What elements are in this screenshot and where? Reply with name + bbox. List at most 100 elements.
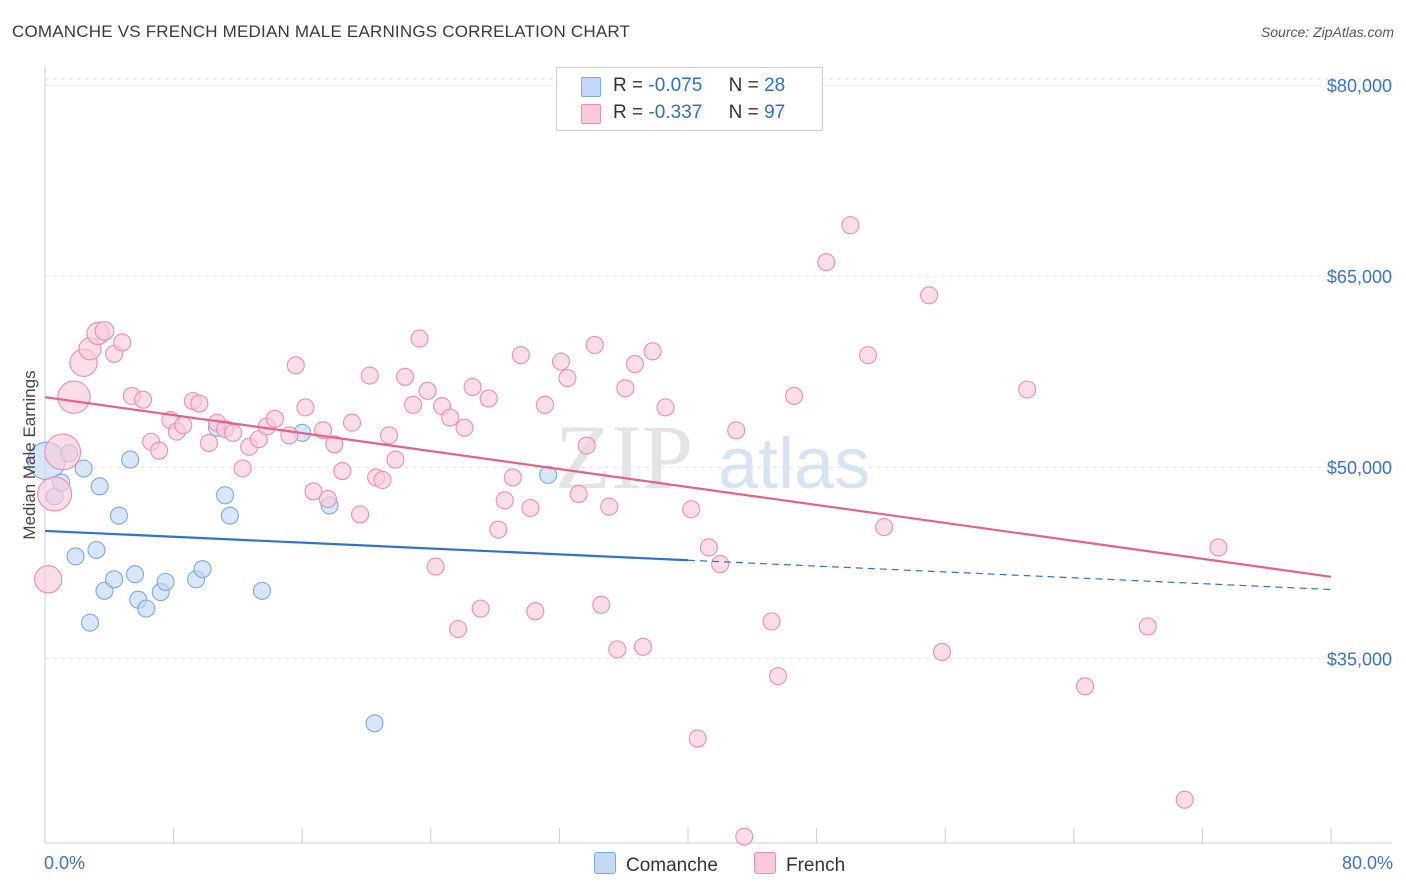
legend-n-value: 28 — [764, 75, 786, 96]
french-point — [817, 253, 836, 272]
french-point — [688, 729, 707, 748]
french-point — [608, 640, 627, 659]
french-point — [489, 520, 508, 539]
comanche-point — [137, 599, 156, 618]
french-point — [521, 498, 540, 518]
french-point — [94, 321, 115, 341]
french-point — [174, 416, 193, 435]
french-point — [190, 394, 209, 413]
comanche-point — [125, 565, 145, 584]
comanche-point — [109, 506, 128, 525]
french-point — [841, 216, 860, 235]
french-point — [643, 342, 662, 361]
comanche-point — [105, 570, 124, 589]
french-point — [727, 421, 746, 440]
x-tick-label: 0.0% — [44, 853, 85, 873]
french-point — [535, 395, 554, 414]
french-point — [762, 612, 781, 631]
french-point — [656, 398, 675, 417]
legend-n-label: N = — [728, 102, 759, 123]
french-point — [600, 497, 619, 516]
watermark-atlas: atlas — [718, 424, 870, 504]
y-tick-label: $50,000 — [1327, 458, 1392, 478]
french-point — [426, 557, 445, 576]
comanche-point — [193, 560, 212, 579]
french-point — [441, 408, 460, 427]
source-label: Source: ZipAtlas.com — [1260, 24, 1394, 40]
french-swatch — [581, 104, 601, 124]
french-point — [373, 470, 392, 490]
chart-title: COMANCHE VS FRENCH MEDIAN MALE EARNINGS … — [12, 22, 631, 41]
french-point — [449, 619, 468, 639]
french-point — [682, 500, 701, 519]
french-point — [858, 346, 878, 365]
legend-r-value: -0.075 — [648, 75, 703, 96]
french-point — [511, 346, 530, 365]
legend-n-label: N = — [728, 75, 759, 96]
french-point — [286, 356, 305, 375]
french-point — [616, 379, 635, 398]
french-point — [551, 352, 571, 371]
french-point — [495, 491, 514, 510]
french-point — [318, 490, 337, 509]
french-point — [920, 286, 939, 305]
french-point — [735, 827, 754, 846]
french-point — [585, 335, 604, 355]
french-point — [37, 476, 73, 512]
french-point — [699, 538, 718, 557]
comanche-point — [74, 459, 93, 478]
french-point — [463, 377, 482, 397]
french-point — [386, 450, 405, 469]
comanche-point — [66, 547, 85, 566]
bottom-legend-french: French — [754, 852, 845, 877]
comanche-point — [252, 581, 272, 600]
french-point — [296, 398, 315, 417]
french-point — [150, 441, 169, 460]
comanche-point — [87, 540, 106, 560]
french-point — [342, 413, 362, 432]
comanche-point — [220, 506, 239, 525]
french-point — [711, 554, 730, 574]
french-point — [633, 637, 653, 656]
comanche-swatch — [594, 852, 616, 874]
french-point — [768, 667, 788, 686]
french-point — [249, 430, 268, 449]
french-point — [577, 436, 596, 455]
french-point — [57, 380, 91, 414]
french-point — [351, 505, 370, 524]
comanche-trend-extension — [687, 559, 1332, 591]
data-points — [27, 216, 1228, 846]
legend-r-value: -0.337 — [648, 102, 703, 123]
french-trend-line — [44, 396, 1332, 578]
french-point — [875, 518, 894, 537]
french-point — [404, 395, 423, 414]
french-point — [396, 367, 415, 386]
y-axis-label: Median Male Earnings — [20, 370, 39, 539]
y-tick-label: $80,000 — [1327, 76, 1392, 96]
french-point — [503, 468, 522, 487]
french-point — [455, 418, 474, 437]
comanche-point — [365, 714, 384, 733]
comanche-point — [90, 477, 109, 496]
correlation-legend: R = -0.075 N = 28 R = -0.337 N = 97 — [556, 67, 823, 131]
french-point — [199, 433, 219, 453]
legend-r-label: R = — [613, 75, 644, 96]
bottom-legend-label: French — [786, 855, 846, 876]
comanche-point — [156, 572, 175, 591]
y-tick-label: $35,000 — [1327, 649, 1392, 669]
french-point — [569, 484, 588, 504]
french-point — [558, 369, 577, 388]
french-point — [932, 642, 952, 661]
french-point — [1209, 538, 1228, 557]
comanche-point — [80, 613, 100, 632]
french-point — [34, 565, 63, 594]
legend-r-label: R = — [613, 102, 644, 123]
french-point — [113, 333, 132, 352]
french-point — [785, 386, 804, 405]
comanche-swatch — [581, 77, 601, 97]
french-point — [410, 329, 429, 348]
comanche-point — [215, 486, 235, 505]
x-tick-label: 80.0% — [1342, 853, 1393, 873]
y-tick-label: $65,000 — [1327, 267, 1392, 287]
